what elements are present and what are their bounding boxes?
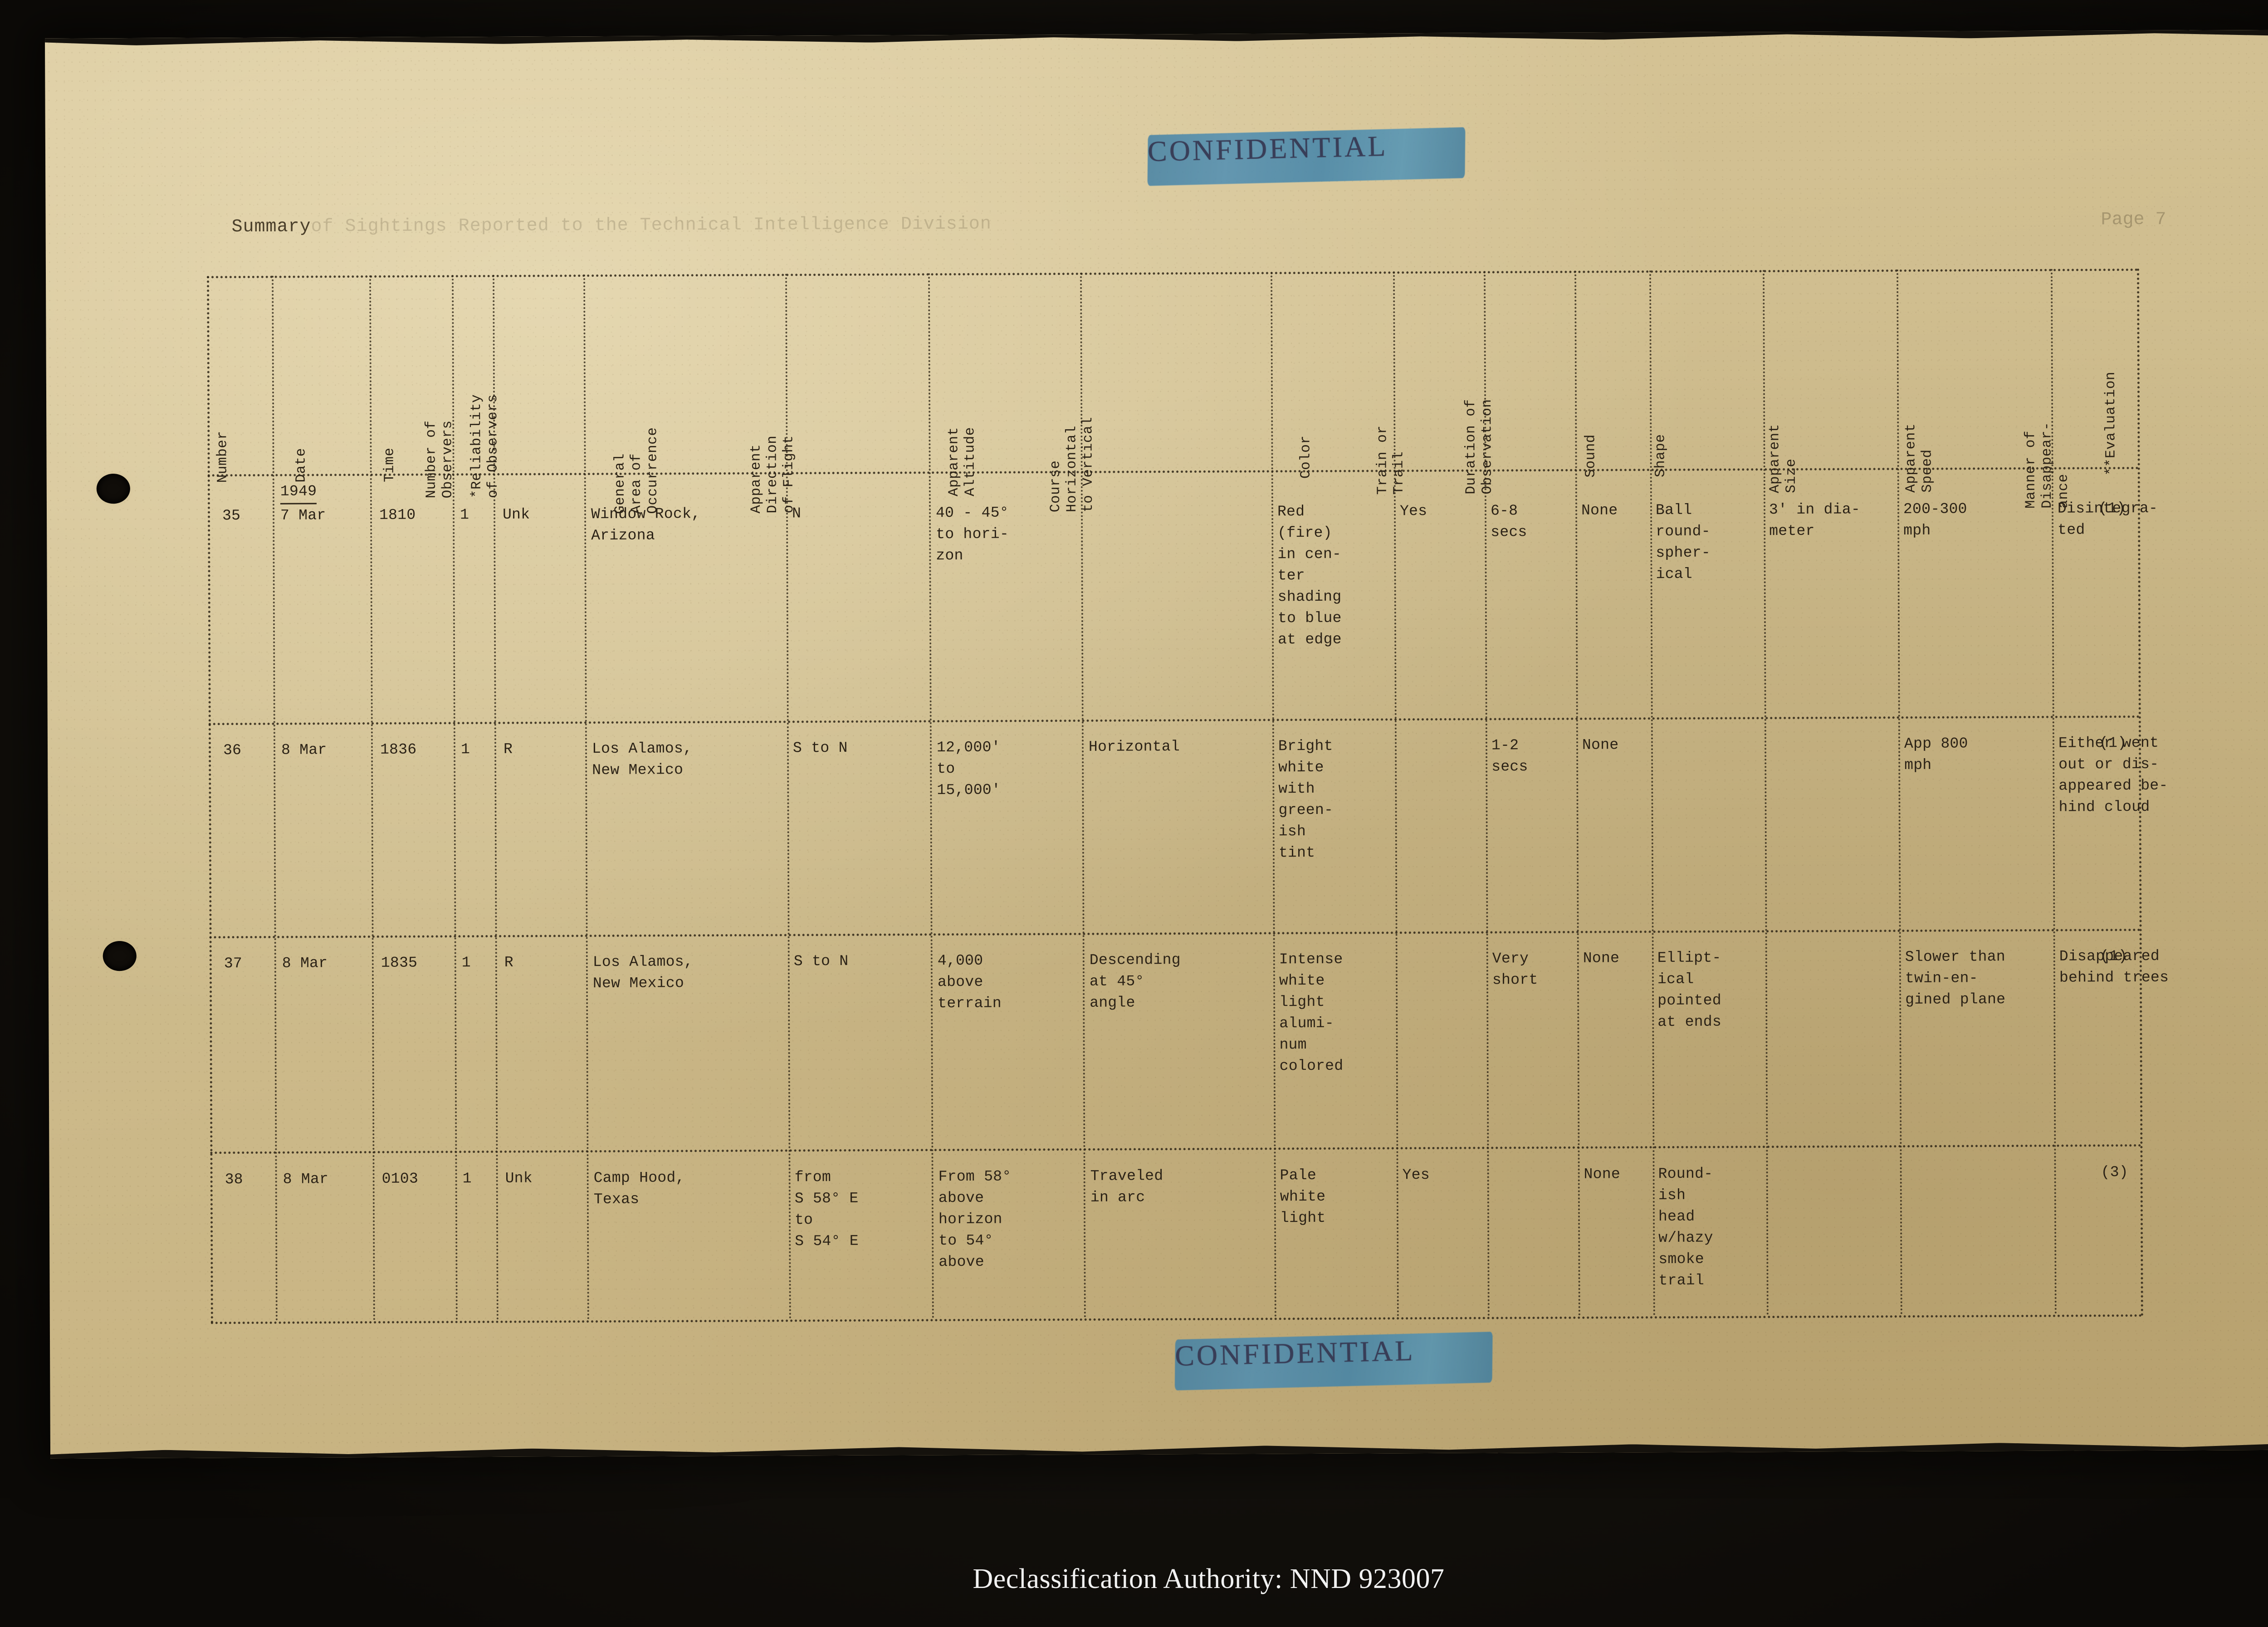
cell-direction-37: S to N — [793, 952, 849, 970]
cell-number-35: 35 — [222, 507, 241, 524]
cell-color-35: Red (fire) in cen- ter shading to blue a… — [1277, 503, 1342, 648]
cell-train-35: Yes — [1399, 503, 1427, 520]
column-header-date: Date — [293, 448, 309, 483]
cell-direction-36: S to N — [792, 739, 848, 757]
cell-duration-35: 6-8 secs — [1490, 502, 1527, 541]
cell-reliability-37: R — [504, 954, 514, 971]
cell-area-35: Window Rock, Arizona — [591, 505, 701, 544]
column-header-course: Course Horizontal to Vertical — [1047, 417, 1097, 513]
cell-direction-35: N — [792, 505, 802, 522]
column-header-sound: Sound — [1583, 434, 1599, 478]
classification-stamp-bottom: CONFIDENTIAL — [1174, 1332, 1493, 1391]
cell-evaluation-37: (1) — [2100, 948, 2128, 965]
cell-date-35: 7 Mar — [280, 507, 326, 524]
cell-sound-37: None — [1583, 950, 1620, 967]
cell-area-37: Los Alamos, New Mexico — [592, 953, 694, 992]
cell-train-38: Yes — [1402, 1166, 1430, 1184]
punch-hole-bottom — [103, 941, 137, 971]
cell-observers-38: 1 — [462, 1170, 472, 1187]
punch-hole-top — [96, 474, 130, 504]
cell-shape-35: Ball round- spher- ical — [1655, 501, 1711, 583]
cell-duration-36: 1-2 secs — [1491, 737, 1528, 775]
cell-evaluation-35: (1) — [2098, 500, 2126, 517]
caption-prefix: Summary — [231, 216, 311, 238]
cell-course-37: Descending at 45° angle — [1089, 951, 1181, 1011]
cell-reliability-35: Unk — [502, 506, 530, 523]
cell-course-38: Traveled in arc — [1090, 1167, 1163, 1206]
cell-number-38: 38 — [225, 1171, 243, 1188]
summary-caption: Summaryof Sightings Reported to the Tech… — [232, 214, 992, 237]
cell-shape-37: Ellipt- ical pointed at ends — [1657, 949, 1722, 1031]
cell-reliability-36: R — [503, 740, 513, 758]
column-header-disappearance: Manner of Disappear- ance — [2023, 421, 2072, 509]
cell-date-36: 8 Mar — [281, 741, 327, 759]
column-header-direction: Apparent Direction of Flight — [748, 435, 797, 514]
cell-direction-38: from S 58° E to S 54° E — [794, 1169, 859, 1250]
column-header-speed: Apparent Speed — [1903, 423, 1936, 493]
classification-stamp-top: CONFIDENTIAL — [1147, 127, 1466, 186]
cell-date-38: 8 Mar — [283, 1171, 329, 1188]
sightings-table: Number Date Time Number of Observers *Re… — [207, 268, 2169, 1324]
year-marker: 1949 — [280, 480, 317, 505]
page-number: Page 7 — [2101, 209, 2166, 230]
cell-evaluation-36: (1) — [2099, 735, 2127, 752]
cell-area-38: Camp Hood, Texas — [593, 1169, 685, 1208]
cell-speed-36: App 800 mph — [1904, 735, 1968, 774]
column-header-duration: Duration of Observation — [1463, 399, 1496, 495]
cell-color-37: Intense white light alumi- num colored — [1279, 951, 1344, 1075]
cell-speed-37: Slower than twin-en- gined plane — [1905, 948, 2006, 1008]
cell-sound-38: None — [1584, 1166, 1621, 1183]
cell-time-38: 0103 — [381, 1170, 419, 1187]
cell-reliability-38: Unk — [505, 1170, 533, 1187]
column-header-train: Train or Trail — [1374, 425, 1407, 495]
cell-sound-36: None — [1582, 736, 1619, 754]
column-header-time: Time — [381, 447, 398, 482]
column-header-shape: Shape — [1652, 434, 1669, 478]
cell-shape-38: Round- ish head w/hazy smoke trail — [1658, 1165, 1713, 1289]
cell-course-36: Horizontal — [1088, 738, 1180, 755]
cell-number-37: 37 — [224, 955, 243, 972]
cell-color-36: Bright white with green- ish tint — [1278, 737, 1334, 862]
cell-altitude-38: From 58° above horizon to 54° above — [938, 1168, 1012, 1271]
cell-speed-35: 200-300 mph — [1903, 500, 1967, 539]
cell-time-36: 1836 — [380, 741, 417, 758]
column-header-reliability: *Reliability of Observers — [469, 394, 501, 499]
column-header-observers: Number of Observers — [423, 420, 456, 499]
cell-number-36: 36 — [223, 742, 242, 759]
paper-sheet: CONFIDENTIAL Summaryof Sightings Reporte… — [45, 29, 2268, 1459]
cell-date-37: 8 Mar — [282, 955, 328, 972]
cell-observers-36: 1 — [460, 741, 470, 758]
cell-observers-37: 1 — [461, 954, 471, 971]
column-header-color: Color — [1298, 435, 1314, 479]
cell-color-38: Pale white light — [1280, 1166, 1326, 1227]
column-header-size: Apparent Size — [1767, 424, 1799, 494]
cell-evaluation-38: (3) — [2101, 1164, 2129, 1181]
caption-faded-text: of Sightings Reported to the Technical I… — [311, 214, 992, 237]
cell-altitude-37: 4,000 above terrain — [937, 952, 1002, 1012]
cell-sound-35: None — [1581, 502, 1618, 519]
cell-altitude-36: 12,000' to 15,000' — [936, 739, 1001, 799]
cell-area-36: Los Alamos, New Mexico — [591, 740, 693, 779]
declassification-footer: Declassification Authority: NND 923007 — [973, 1563, 1445, 1594]
column-header-number: Number — [215, 431, 231, 483]
cell-time-35: 1810 — [379, 506, 416, 524]
column-header-area: General Area of Occurrence — [612, 427, 661, 514]
cell-time-37: 1835 — [381, 954, 418, 971]
cell-observers-35: 1 — [459, 506, 469, 524]
cell-size-35: 3' in dia- meter — [1769, 501, 1861, 540]
cell-duration-37: Very short — [1492, 950, 1538, 989]
cell-altitude-35: 40 - 45° to hori- zon — [935, 504, 1009, 564]
column-header-altitude: Apparent Altitude — [946, 426, 978, 497]
column-header-evaluation: **Evaluation — [2102, 371, 2119, 476]
